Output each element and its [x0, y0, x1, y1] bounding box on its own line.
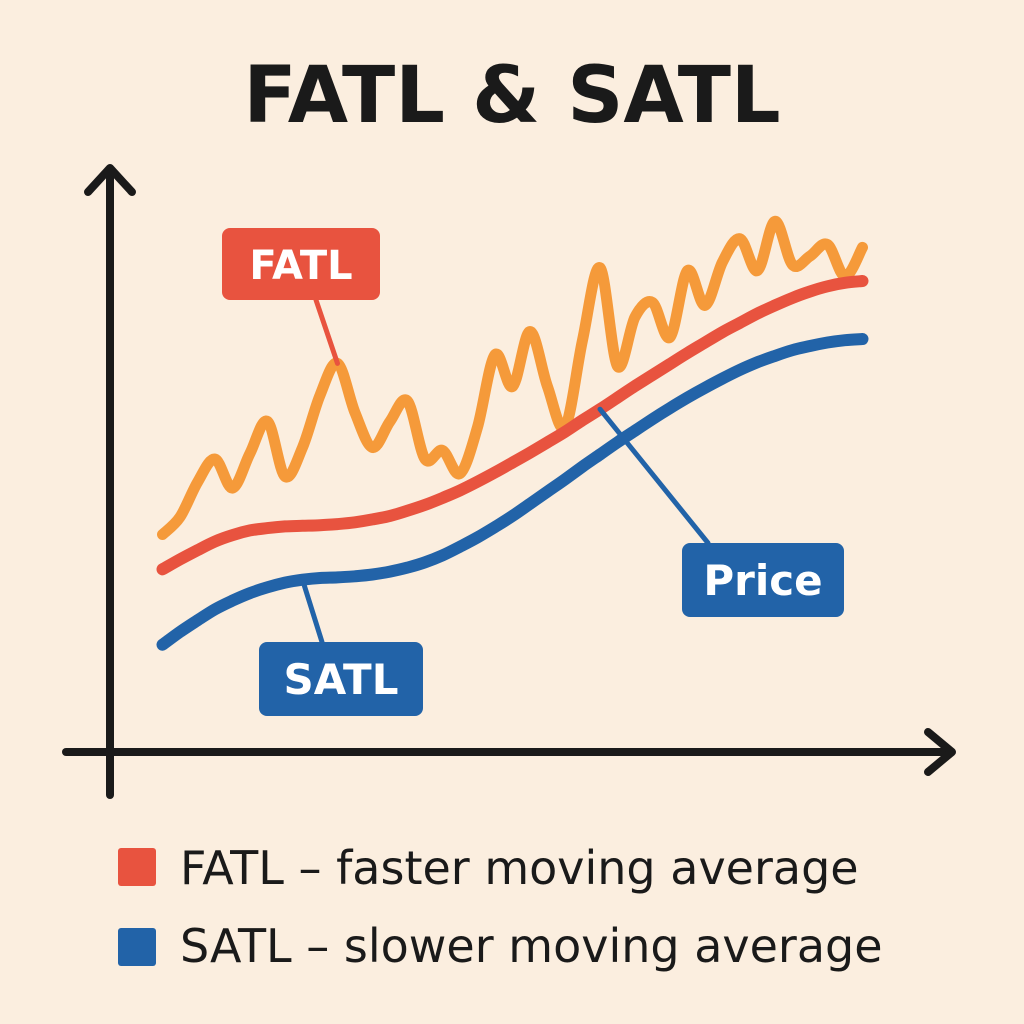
satl-callout-label: SATL: [284, 655, 399, 704]
satl-callout-box: [259, 642, 423, 716]
legend: FATL – faster moving average SATL – slow…: [118, 841, 883, 973]
legend-label-satl: SATL – slower moving average: [180, 919, 883, 973]
x-axis-arrow: [924, 728, 956, 776]
fatl-callout-label: FATL: [249, 243, 352, 289]
axes: [62, 164, 956, 799]
legend-label-fatl: FATL – faster moving average: [180, 841, 859, 895]
price-callout-label: Price: [703, 556, 822, 605]
price-callout-leader: [597, 406, 711, 546]
legend-item-fatl: FATL – faster moving average: [118, 841, 859, 895]
satl-callout-leader: [300, 577, 325, 645]
legend-item-satl: SATL – slower moving average: [118, 919, 883, 973]
callout-layer: FATL SATL Price: [222, 228, 844, 716]
series-line-price: [157, 215, 868, 540]
fatl-callout-leader: [313, 297, 340, 366]
y-axis-arrow: [84, 164, 136, 196]
series-layer: [156, 215, 869, 651]
price-callout-box: [682, 543, 844, 617]
fatl-callout-box: [222, 228, 380, 300]
series-line-fatl: [156, 275, 869, 576]
series-line-satl: [156, 333, 869, 651]
satl-callout: SATL: [259, 642, 423, 716]
chart-title: FATL & SATL: [243, 51, 780, 141]
price-callout: Price: [682, 543, 844, 617]
legend-swatch-satl: [118, 928, 156, 966]
fatl-callout: FATL: [222, 228, 380, 300]
legend-swatch-fatl: [118, 848, 156, 886]
